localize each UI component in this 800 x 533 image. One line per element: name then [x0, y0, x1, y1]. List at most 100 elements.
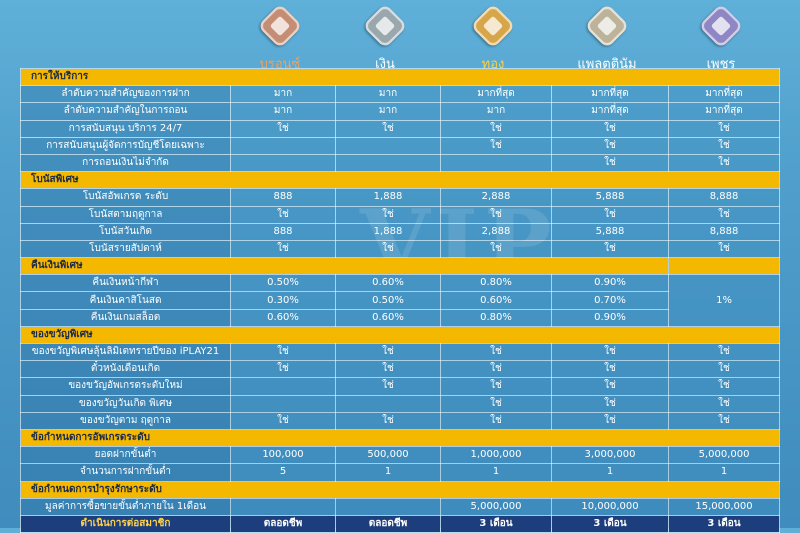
row-value [230, 497, 336, 516]
table-row: โบนัสอัพเกรด ระดับ 888 1,888 2,888 5,888 8,88… [20, 188, 781, 207]
row-value: ใช่ [440, 342, 552, 362]
row-value: ใช่ [551, 411, 669, 430]
section-title: การให้บริการ [19, 67, 781, 87]
row-value: 888 [230, 222, 336, 241]
row-value: 0.50% [230, 274, 336, 293]
row-value: 1,000,000 [440, 446, 552, 465]
row-value: 0.80% [440, 274, 552, 293]
vip-benefits-table: การให้บริการ ลำดับความสำคัญของการฝาก มาก มา… [19, 67, 781, 533]
table-row: ของขวัญตาม ฤดูกาล ใช่ ใช่ ใช่ ใช่ ใช่ [20, 411, 781, 430]
row-value: 5,000,000 [440, 497, 552, 516]
row-value: 10,000,000 [551, 497, 669, 516]
row-value: 15,000,000 [667, 497, 781, 516]
row-value: ใช่ [335, 411, 441, 430]
row-value: ใช่ [667, 360, 781, 379]
row-value: ใช่ [551, 239, 669, 259]
table-row: ลำดับความสำคัญในการถอน มาก มาก มาก มากที่สุด… [20, 102, 781, 121]
row-label: ตั๋วหนังเดือนเกิด [20, 360, 231, 379]
row-value: ใช่ [230, 360, 336, 379]
row-value [335, 153, 441, 173]
row-value: ใช่ [667, 411, 781, 430]
row-value: 1 [440, 463, 552, 482]
row-value: 8,888 [667, 222, 781, 241]
section-header: การให้บริการ [19, 67, 781, 87]
bronze-medal-icon [257, 3, 303, 49]
row-value: ใช่ [667, 342, 781, 362]
footer-value: ตลอดชีพ [335, 514, 441, 533]
table-row: ยอดฝากขั้นต่ำ 100,000 500,000 1,000,000 3,00… [20, 446, 781, 465]
row-label: ยอดฝากขั้นต่ำ [20, 446, 231, 465]
row-value: มากที่สุด [440, 85, 552, 104]
row-value [335, 497, 441, 516]
row-value: 0.60% [335, 308, 441, 327]
row-value: ใช่ [667, 394, 781, 413]
section-header: คืนเงินพิเศษ [20, 257, 781, 276]
tier-4: เพชร [666, 3, 776, 74]
table-row: ของขวัญวันเกิด พิเศษ ใช่ ใช่ ใช่ [20, 394, 781, 413]
table-row: ลำดับความสำคัญของการฝาก มาก มาก มากที่สุด มา… [20, 85, 781, 104]
row-value: ใช่ [551, 377, 669, 396]
footer-value: ตลอดชีพ [230, 514, 336, 533]
row-label: ของขวัญพิเศษลุ้นลิมิเตทรายปีของ iPLAY21 [20, 342, 231, 362]
row-label: คืนเงินเกมสล็อต [20, 308, 231, 327]
row-value: ใช่ [230, 411, 336, 430]
row-label: การถอนเงินไม่จำกัด [20, 153, 231, 173]
section-title: คืนเงินพิเศษ [20, 257, 669, 276]
row-value: มาก [335, 102, 441, 121]
table-row: โบนัสรายสัปดาห์ ใช่ ใช่ ใช่ ใช่ ใช่ [20, 239, 781, 259]
row-value: มากที่สุด [551, 85, 669, 104]
row-label: การสนับสนุนผู้จัดการบัญชีโดยเฉพาะ [20, 136, 231, 155]
row-label: โบนัสวันเกิด [20, 222, 231, 241]
row-value: ใช่ [667, 377, 781, 396]
row-value: 0.30% [230, 291, 336, 310]
row-value: ใช่ [551, 136, 669, 155]
row-label: คืนเงินคาสิโนสด [20, 291, 231, 310]
row-value: 8,888 [667, 188, 781, 207]
row-value: 0.50% [335, 291, 441, 310]
row-value: 5,888 [551, 222, 669, 241]
row-value: 0.80% [440, 308, 552, 327]
section-header: ข้อกำหนดการอัพเกรดระดับ [19, 428, 781, 448]
table-row: มูลค่าการซื้อขายขั้นต่ำภายใน 1เดือน 5,000… [20, 497, 781, 516]
row-value: 500,000 [335, 446, 441, 465]
table-row: โบนัสวันเกิด 888 1,888 2,888 5,888 8,888 [20, 222, 781, 241]
table-row: ของขวัญอัพเกรดระดับใหม่ ใช่ ใช่ ใช่ ใช่ [20, 377, 781, 396]
row-value: ใช่ [440, 239, 552, 259]
row-value: 100,000 [230, 446, 336, 465]
row-value: มากที่สุด [667, 102, 781, 121]
row-label: จำนวนการฝากขั้นต่ำ [20, 463, 231, 482]
row-value: ใช่ [551, 342, 669, 362]
row-value: ใช่ [667, 136, 781, 155]
row-value: ใช่ [440, 394, 552, 413]
row-value: 1,888 [335, 188, 441, 207]
row-value: ใช่ [230, 119, 336, 138]
row-value: 2,888 [440, 188, 552, 207]
row-value: มาก [440, 102, 552, 121]
table-row: การสนับสนุน บริการ 24/7 ใช่ ใช่ ใช่ ใช่ ใช่ [20, 119, 781, 138]
table-row: คืนเงินคาสิโนสด 0.30% 0.50% 0.60% 0.70% [20, 291, 780, 310]
row-value: ใช่ [335, 119, 441, 138]
footer-label: ดำเนินการต่อสมาชิก [20, 514, 231, 533]
row-value: 5,888 [551, 188, 669, 207]
row-value: ใช่ [667, 153, 781, 173]
row-value: 3,000,000 [551, 446, 669, 465]
gold-medal-icon [470, 3, 516, 49]
row-label: ของขวัญอัพเกรดระดับใหม่ [20, 377, 231, 396]
row-value: มาก [230, 102, 336, 121]
section-title: ของขวัญพิเศษ [19, 325, 781, 345]
row-value: ใช่ [335, 342, 441, 362]
tier-header: บรอนซ์ เงิน ทอง แพลตตินัม เพชร [0, 0, 800, 72]
row-value: 0.60% [335, 274, 441, 293]
row-label: ของขวัญวันเกิด พิเศษ [20, 394, 231, 413]
diamond-medal-icon [698, 3, 744, 49]
row-value: มาก [335, 85, 441, 104]
row-label: โบนัสรายสัปดาห์ [20, 239, 231, 259]
table-row: การถอนเงินไม่จำกัด ใช่ ใช่ [20, 153, 781, 173]
row-value: ใช่ [440, 377, 552, 396]
row-value: ใช่ [551, 360, 669, 379]
table-row: จำนวนการฝากขั้นต่ำ 5 1 1 1 1 [20, 463, 781, 482]
row-value: 1 [335, 463, 441, 482]
row-value: มาก [230, 85, 336, 104]
row-value: 5,000,000 [667, 446, 781, 465]
row-value: 0.60% [440, 291, 552, 310]
